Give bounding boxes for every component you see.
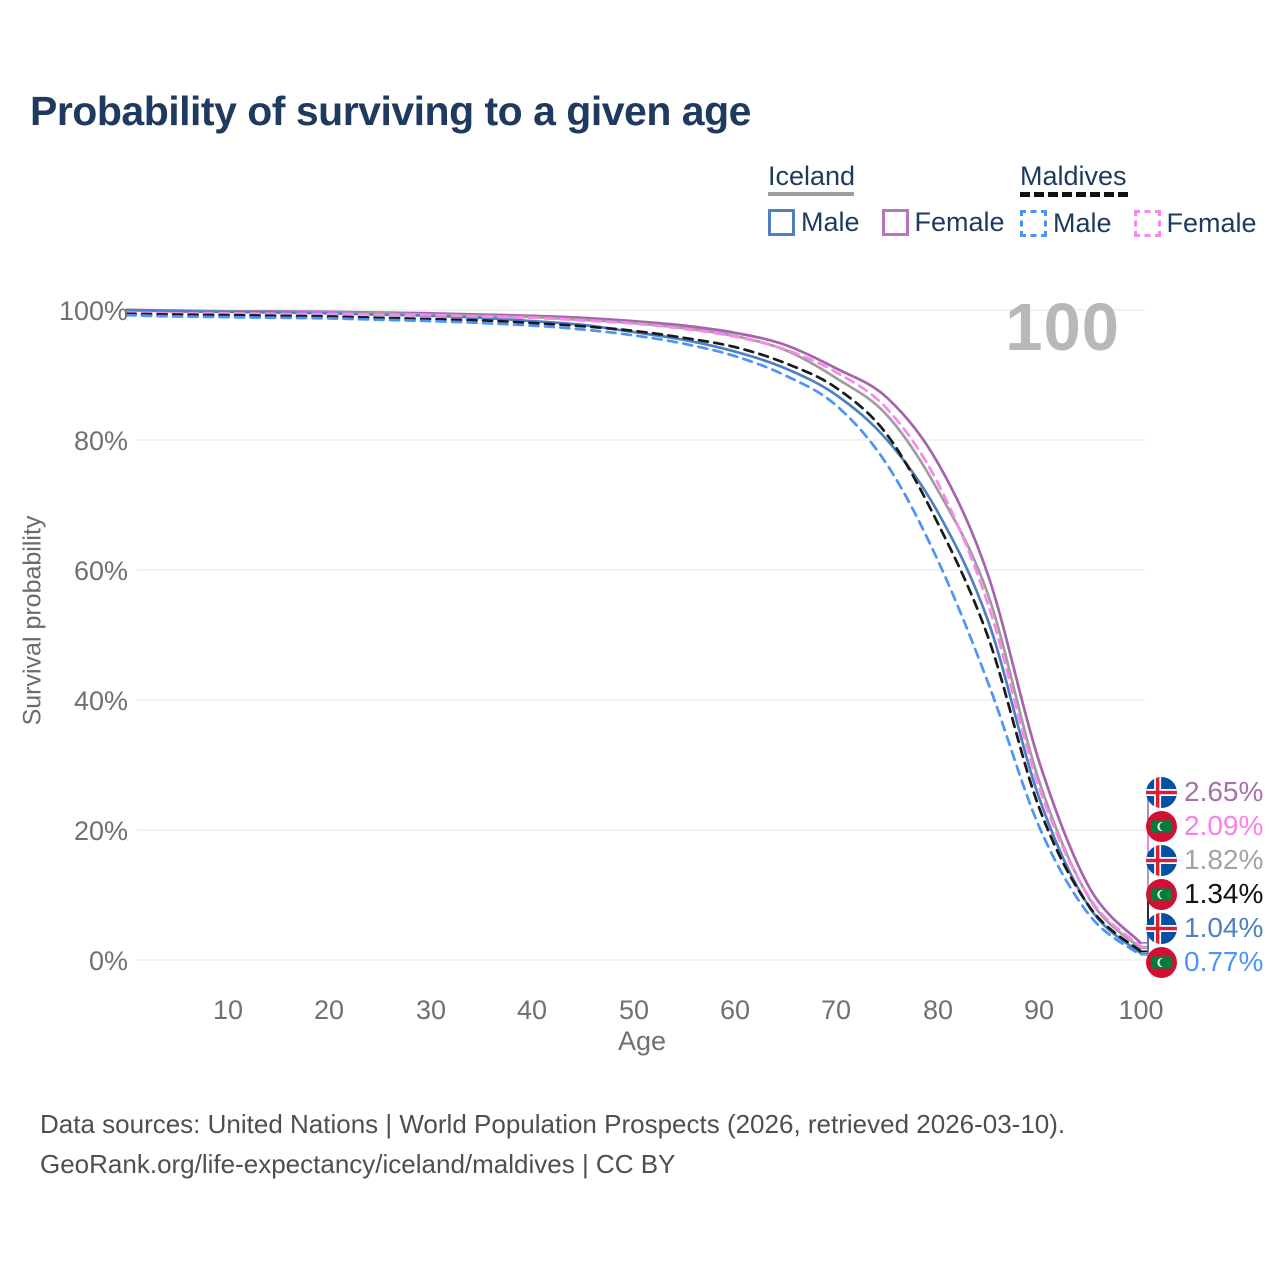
footer: Data sources: United Nations | World Pop… xyxy=(40,1104,1065,1184)
footer-source-link[interactable]: GeoRank.org/life-expectancy/iceland/mald… xyxy=(40,1149,676,1179)
y-tick-0: 0% xyxy=(88,946,128,976)
legend-maldives-male-label[interactable]: Male xyxy=(1053,208,1112,238)
series-line-iceland-male[interactable] xyxy=(125,308,1142,955)
flag-maldives-icon xyxy=(1146,810,1177,842)
end-label-maldives-male: 0.77% xyxy=(1146,946,1263,978)
legend-maldives-female-swatch[interactable] xyxy=(1133,210,1161,237)
age-watermark: 100 xyxy=(1005,290,1120,365)
footer-data-sources: Data sources: United Nations | World Pop… xyxy=(40,1109,1066,1139)
legend-iceland-both-line-swatch[interactable] xyxy=(768,192,854,196)
flag-maldives-icon xyxy=(1146,878,1177,910)
legend-maldives-female-label[interactable]: Female xyxy=(1166,208,1257,238)
y-tick-80: 80% xyxy=(73,426,128,456)
series-line-maldives-both-sexes[interactable] xyxy=(125,312,1142,953)
x-tick-60: 60 xyxy=(719,995,751,1025)
legend-group-iceland: Iceland Male Female xyxy=(768,162,1027,238)
x-tick-50: 50 xyxy=(618,995,650,1025)
flag-maldives-icon xyxy=(1146,946,1177,978)
page-title: Probability of surviving to a given age xyxy=(30,88,751,134)
y-tick-100: 100% xyxy=(58,296,128,326)
series-line-iceland-both-sexes[interactable] xyxy=(125,308,1142,950)
x-axis-label: Age xyxy=(617,1026,667,1056)
legend-maldives-male-swatch[interactable] xyxy=(1020,210,1047,237)
legend-maldives-both-line-swatch[interactable] xyxy=(1020,192,1128,197)
x-tick-20: 20 xyxy=(313,995,345,1025)
legend-iceland-female-label[interactable]: Female xyxy=(914,207,1005,237)
end-label-maldives-both-sexes: 1.34% xyxy=(1146,878,1263,910)
x-tick-30: 30 xyxy=(415,995,447,1025)
end-value-iceland-male: 1.04% xyxy=(1184,912,1264,943)
legend-iceland-female-swatch[interactable] xyxy=(881,209,909,236)
y-axis-label: Survival probability xyxy=(18,515,47,726)
flag-iceland-icon xyxy=(1146,776,1177,808)
x-tick-90: 90 xyxy=(1023,995,1055,1025)
legend-iceland-male-label[interactable]: Male xyxy=(801,207,860,237)
series-line-iceland-female[interactable] xyxy=(125,308,1142,945)
legend-iceland-male-swatch[interactable] xyxy=(768,209,795,236)
series-line-maldives-female[interactable] xyxy=(125,311,1142,948)
x-tick-70: 70 xyxy=(820,995,852,1025)
end-value-maldives-female: 2.09% xyxy=(1184,810,1264,841)
flag-iceland-icon xyxy=(1146,912,1177,944)
legend-country-maldives[interactable]: Maldives xyxy=(1020,161,1127,191)
flag-iceland-icon xyxy=(1146,844,1177,876)
y-tick-20: 20% xyxy=(73,816,128,846)
end-value-maldives-male: 0.77% xyxy=(1184,946,1264,977)
y-tick-40: 40% xyxy=(73,686,128,716)
series-line-maldives-male[interactable] xyxy=(125,313,1142,957)
end-label-iceland-both-sexes: 1.82% xyxy=(1146,844,1263,876)
end-label-maldives-female: 2.09% xyxy=(1146,810,1263,842)
x-tick-40: 40 xyxy=(516,995,548,1025)
end-label-iceland-male: 1.04% xyxy=(1146,912,1263,944)
end-value-maldives-both-sexes: 1.34% xyxy=(1184,878,1264,909)
end-value-iceland-female: 2.65% xyxy=(1184,776,1264,807)
x-tick-100: 100 xyxy=(1118,995,1164,1025)
end-value-iceland-both-sexes: 1.82% xyxy=(1184,844,1264,875)
x-tick-80: 80 xyxy=(922,995,954,1025)
x-tick-10: 10 xyxy=(212,995,244,1025)
legend-country-iceland[interactable]: Iceland xyxy=(768,161,856,191)
end-label-iceland-female: 2.65% xyxy=(1146,776,1263,808)
y-tick-60: 60% xyxy=(73,556,128,586)
legend: Iceland Male Female Maldives Male Female xyxy=(0,162,1280,242)
legend-group-maldives: Maldives Male Female xyxy=(1020,162,1279,239)
